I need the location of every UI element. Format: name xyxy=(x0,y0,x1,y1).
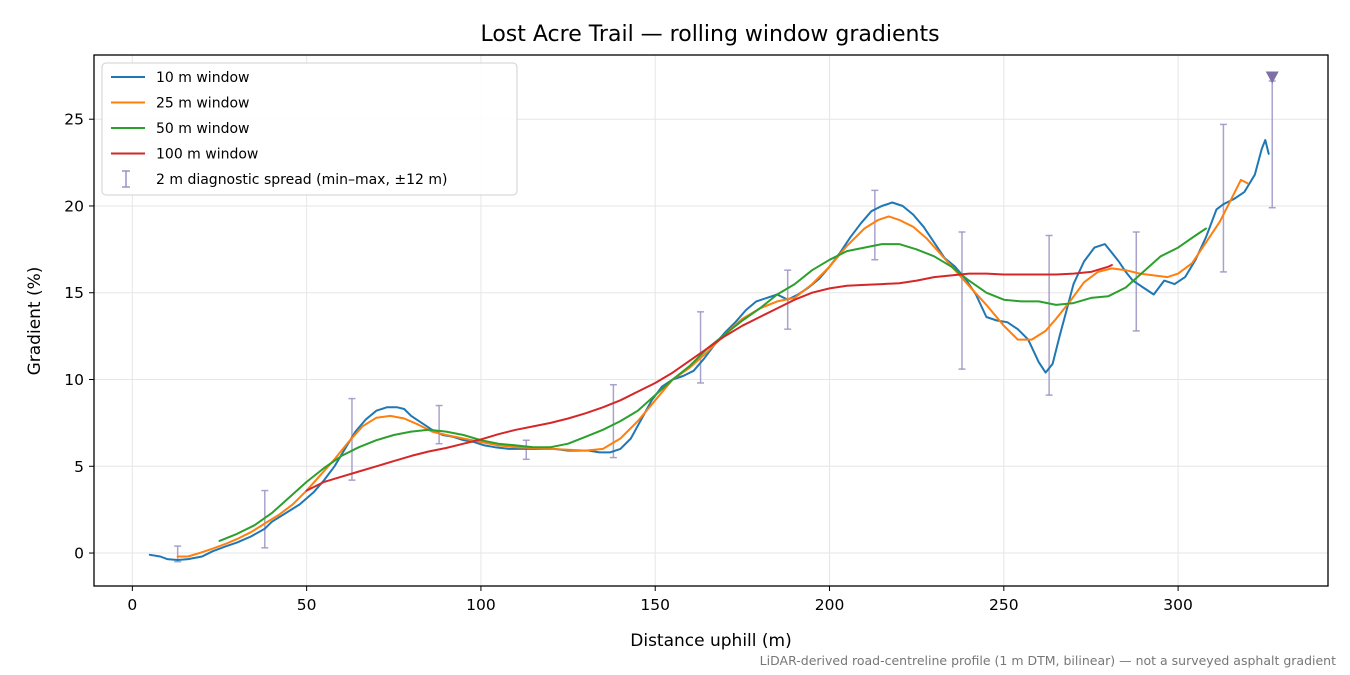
x-tick-label: 100 xyxy=(466,596,496,614)
x-tick-label: 50 xyxy=(297,596,317,614)
y-tick-label: 15 xyxy=(64,284,84,302)
x-axis-ticks: 0 50 100 150 200 250 300 xyxy=(127,586,1193,614)
x-tick-label: 300 xyxy=(1163,596,1193,614)
error-bar xyxy=(1268,80,1276,209)
x-tick-label: 0 xyxy=(127,596,137,614)
legend-label: 25 m window xyxy=(156,96,249,112)
error-bar xyxy=(609,383,617,459)
legend-swatch-errorbar xyxy=(122,170,130,188)
y-axis-ticks: 0 5 10 15 20 25 xyxy=(64,111,94,563)
y-axis-label: Gradient (%) xyxy=(25,267,45,376)
series-line-25-m-window xyxy=(176,178,1249,558)
plot-frame xyxy=(93,54,1329,587)
chart-title: Lost Acre Trail — rolling window gradien… xyxy=(480,22,939,47)
grid xyxy=(94,55,1328,586)
series-lines xyxy=(148,139,1270,561)
error-bar xyxy=(1132,231,1140,332)
chart-caption: LiDAR-derived road-centreline profile (1… xyxy=(760,653,1336,668)
series-line-10-m-window xyxy=(148,139,1270,561)
x-tick-label: 150 xyxy=(640,596,670,614)
overflow-marker xyxy=(1265,71,1279,84)
error-bar xyxy=(958,231,966,370)
error-bar xyxy=(697,311,705,384)
x-tick-label: 200 xyxy=(815,596,845,614)
x-tick-label: 250 xyxy=(989,596,1019,614)
y-tick-label: 25 xyxy=(64,111,84,129)
x-axis-label: Distance uphill (m) xyxy=(630,631,791,651)
series-line-100-m-window xyxy=(305,264,1113,492)
legend: 10 m window 25 m window 50 m window 100 m w… xyxy=(101,62,518,196)
legend-label: 10 m window xyxy=(156,70,249,86)
y-tick-label: 0 xyxy=(74,545,84,563)
legend-box xyxy=(101,62,518,196)
legend-label: 100 m window xyxy=(156,147,258,163)
error-bar xyxy=(871,189,879,261)
error-bar xyxy=(435,404,443,445)
error-bar xyxy=(1219,123,1227,273)
legend-label: 50 m window xyxy=(156,121,249,137)
y-tick-label: 10 xyxy=(64,371,84,389)
y-tick-label: 20 xyxy=(64,197,84,215)
legend-label: 2 m diagnostic spread (min–max, ±12 m) xyxy=(156,172,447,188)
y-tick-label: 5 xyxy=(74,458,84,476)
